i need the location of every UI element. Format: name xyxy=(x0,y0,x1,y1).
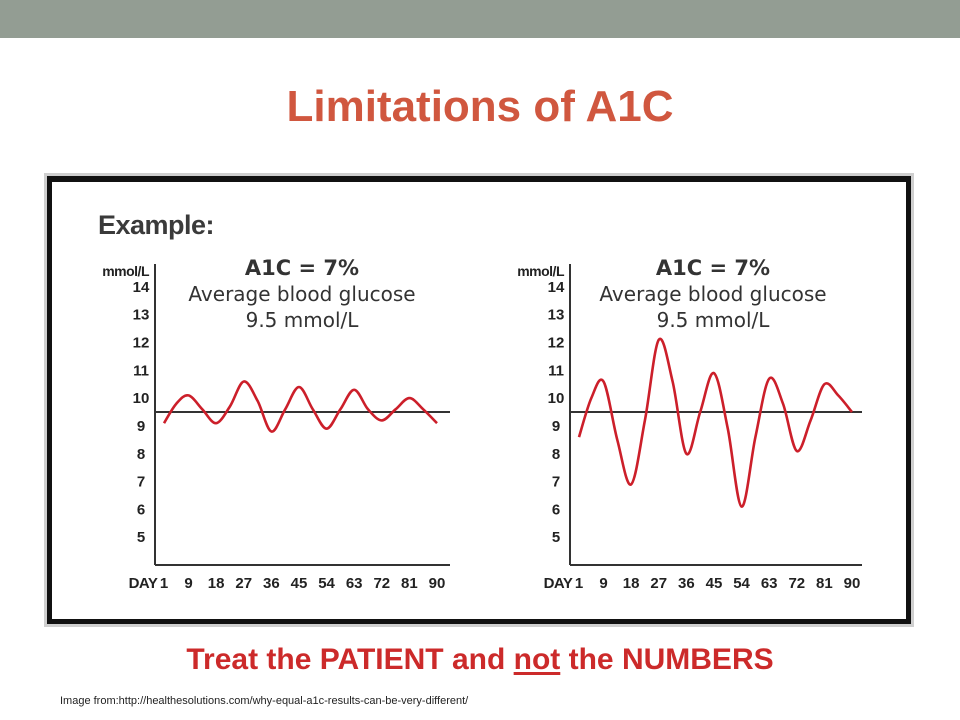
tagline-emphasis: not xyxy=(513,643,561,676)
x-tick-label: 36 xyxy=(263,575,280,592)
y-tick-label: 6 xyxy=(552,501,560,518)
tagline-end: the NUMBERS xyxy=(560,643,774,676)
y-tick-label: 6 xyxy=(137,501,145,518)
x-tick-label: 9 xyxy=(184,575,192,592)
image-source-credit: Image from:http://healthesolutions.com/w… xyxy=(60,695,469,707)
x-tick-label: 18 xyxy=(208,575,225,592)
y-tick-label: 13 xyxy=(548,307,565,324)
x-tick-label: 27 xyxy=(235,575,252,592)
chart-annotation-line: Average blood glucose xyxy=(599,282,826,306)
x-tick-label: 1 xyxy=(160,575,168,592)
x-tick-label: 72 xyxy=(373,575,390,592)
x-axis-label: DAY xyxy=(544,575,573,592)
y-tick-label: 14 xyxy=(133,279,150,296)
y-tick-label: 12 xyxy=(133,335,150,352)
y-tick-label: 7 xyxy=(552,474,560,491)
y-tick-label: 12 xyxy=(548,335,565,352)
x-tick-label: 81 xyxy=(816,575,833,592)
chart-annotation-line: A1C = 7% xyxy=(656,256,770,280)
x-tick-label: 90 xyxy=(844,575,861,592)
x-tick-label: 45 xyxy=(706,575,723,592)
x-tick-label: 63 xyxy=(346,575,363,592)
glucose-curve xyxy=(162,380,438,433)
x-tick-label: 54 xyxy=(733,575,750,592)
x-tick-label: 72 xyxy=(788,575,805,592)
x-tick-label: 1 xyxy=(575,575,583,592)
chart-annotation-line: A1C = 7% xyxy=(245,256,359,280)
figure-panel: Example: A1C = 7% Average blood glucose 9.… xyxy=(47,176,911,624)
x-tick-label: 81 xyxy=(401,575,418,592)
chart-annotation-line: Average blood glucose xyxy=(188,282,415,306)
x-tick-label: 9 xyxy=(599,575,607,592)
y-axis-label: mmol/L xyxy=(517,263,565,279)
x-tick-label: 18 xyxy=(623,575,640,592)
x-tick-label: 54 xyxy=(318,575,335,592)
y-tick-label: 11 xyxy=(133,362,149,379)
top-bar xyxy=(0,0,960,38)
x-tick-label: 90 xyxy=(429,575,446,592)
x-tick-label: 27 xyxy=(650,575,667,592)
x-tick-label: 45 xyxy=(291,575,308,592)
y-tick-label: 5 xyxy=(552,529,560,546)
example-label: Example: xyxy=(98,210,215,240)
y-tick-label: 13 xyxy=(133,307,150,324)
y-tick-label: 14 xyxy=(548,279,565,296)
x-tick-label: 63 xyxy=(761,575,778,592)
y-tick-label: 11 xyxy=(548,362,564,379)
y-tick-label: 7 xyxy=(137,474,145,491)
x-axis-label: DAY xyxy=(129,575,158,592)
y-axis-label: mmol/L xyxy=(102,263,150,279)
y-tick-label: 9 xyxy=(137,418,145,435)
y-tick-label: 10 xyxy=(133,390,150,407)
glucose-curve xyxy=(577,337,853,508)
tagline-start: Treat the PATIENT and xyxy=(186,643,514,676)
y-tick-label: 8 xyxy=(552,446,560,463)
x-tick-label: 36 xyxy=(678,575,695,592)
slide-title: Limitations of A1C xyxy=(286,82,674,131)
tagline: Treat the PATIENT and not the NUMBERS xyxy=(0,643,960,677)
y-tick-label: 10 xyxy=(548,390,565,407)
chart-annotation-line: 9.5 mmol/L xyxy=(246,308,360,332)
y-tick-label: 9 xyxy=(552,418,560,435)
chart-annotation-line: 9.5 mmol/L xyxy=(657,308,771,332)
y-tick-label: 8 xyxy=(137,446,145,463)
y-tick-label: 5 xyxy=(137,529,145,546)
